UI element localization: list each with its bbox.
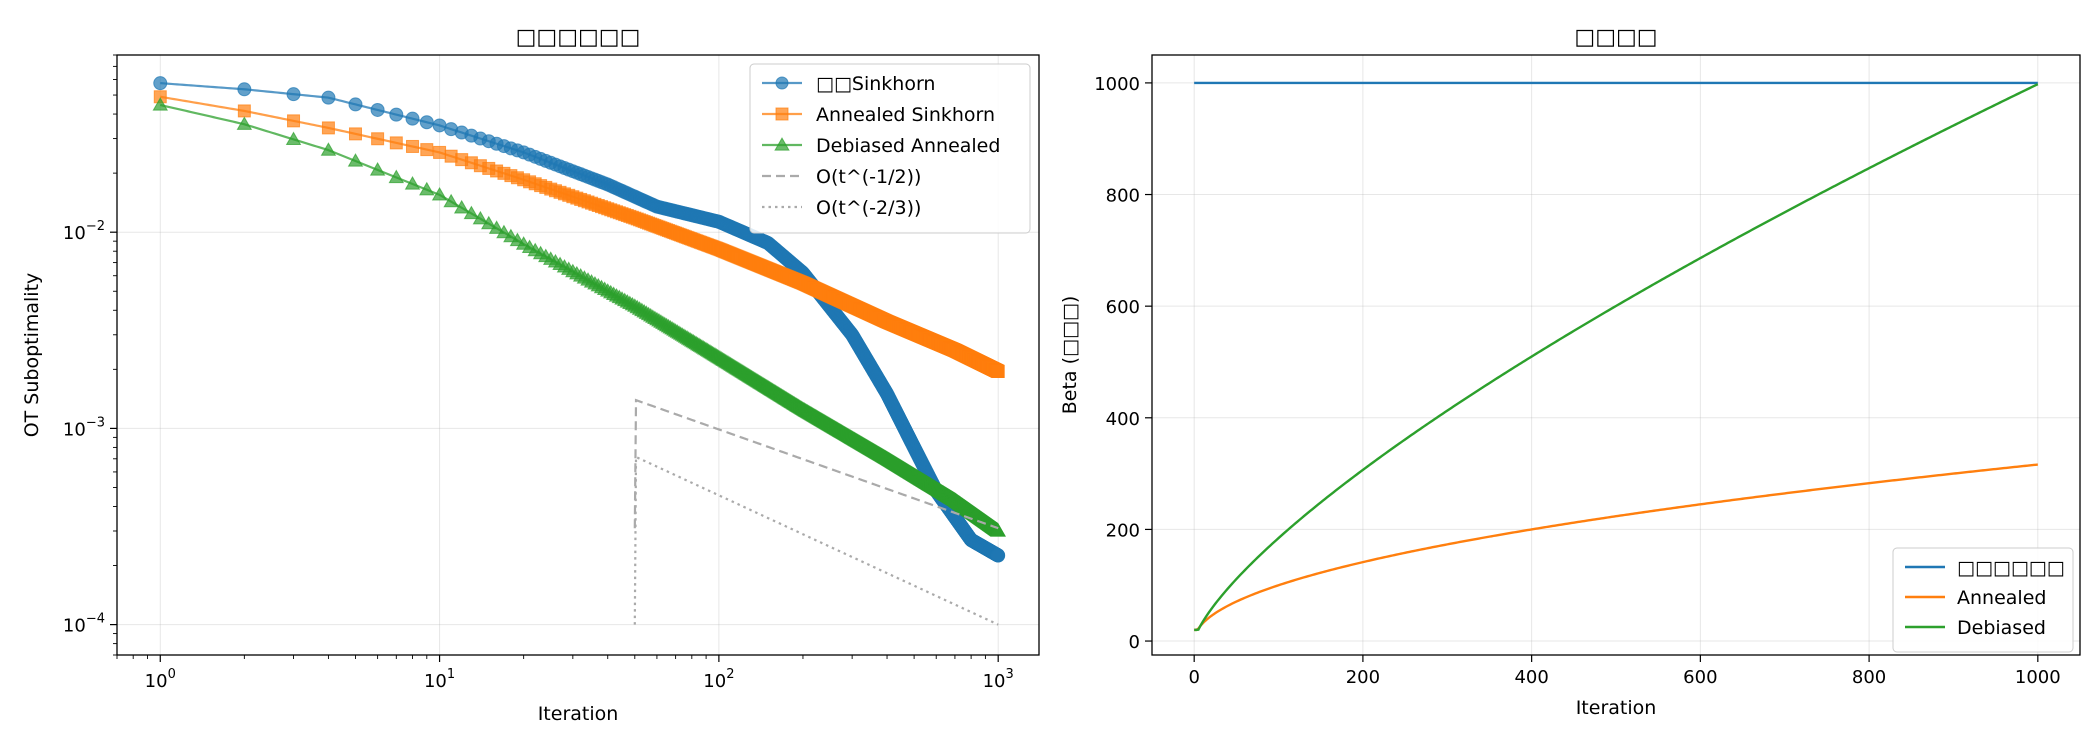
data-point	[153, 76, 168, 91]
data-point	[991, 548, 1006, 563]
legend-label: Debiased	[1957, 617, 2046, 639]
series-3	[633, 398, 999, 530]
data-point	[990, 523, 1006, 537]
left-series	[152, 76, 1006, 626]
y-tick-label: 200	[1106, 520, 1140, 541]
left-chart-title: □□□□□□	[516, 25, 641, 50]
x-tick-label: 200	[1346, 667, 1380, 688]
y-tick-label: 10−4	[63, 612, 105, 637]
y-tick-label: 10−3	[63, 415, 105, 440]
x-tick-label: 101	[424, 667, 455, 692]
x-tick-label: 1000	[2015, 667, 2061, 688]
right-plot-frame	[1151, 54, 2081, 656]
data-point	[431, 186, 448, 201]
legend-marker	[774, 137, 790, 151]
legend-label: □□Sinkhorn	[816, 73, 935, 95]
left-legend: □□Sinkhorn Annealed Sinkhorn Debiased Anne…	[749, 63, 1031, 234]
data-point	[286, 87, 301, 102]
data-point	[389, 107, 404, 122]
data-point	[472, 210, 489, 225]
data-point	[152, 97, 169, 111]
right-ticks: 0 200 400 600 800 1000 0 200 400 600 800 1000	[1094, 74, 2061, 688]
data-point	[320, 142, 337, 156]
legend-label: Annealed	[1957, 587, 2046, 609]
right-x-axis-label: Iteration	[1576, 697, 1657, 719]
y-tick-label: 600	[1106, 297, 1140, 318]
data-point	[404, 176, 421, 190]
data-point	[237, 104, 251, 118]
y-tick-label: 800	[1106, 186, 1140, 207]
legend-label: □□□□□□	[1957, 557, 2065, 579]
data-point	[419, 181, 435, 196]
data-point	[347, 153, 364, 167]
data-point	[321, 90, 336, 105]
series-line	[633, 398, 999, 530]
legend-label: Debiased Annealed	[816, 135, 1000, 157]
legend-label: O(t^(-1/2))	[816, 166, 921, 188]
data-point	[388, 169, 405, 184]
data-point	[419, 115, 434, 130]
x-tick-label: 0	[1188, 667, 1199, 688]
data-point	[433, 145, 447, 159]
data-point	[370, 102, 385, 117]
right-series	[1194, 81, 2039, 632]
data-point	[488, 220, 505, 234]
y-tick-label: 10−2	[63, 219, 105, 244]
convergence-chart: □□□□□□ 100 101 102 103 10−4 10−3 10−2 Iteratio…	[21, 25, 1040, 725]
legend-marker	[775, 76, 789, 90]
legend-box	[749, 63, 1031, 234]
beta-schedule-chart: □□□□ 0 200 400 600 800 100002004006008001000 …	[1059, 25, 2081, 719]
x-tick-label: 102	[703, 667, 734, 692]
y-tick-label: 400	[1106, 409, 1140, 430]
data-point	[287, 114, 301, 128]
data-point	[369, 162, 386, 176]
series-line-2	[1194, 83, 2039, 632]
data-point	[236, 116, 253, 130]
right-legend: □□□□□□ Annealed Debiased	[1892, 547, 2074, 653]
data-point	[406, 139, 420, 153]
y-tick-label: 1000	[1094, 74, 1140, 95]
left-x-axis-label: Iteration	[538, 703, 619, 725]
data-point	[420, 143, 434, 157]
left-plot-frame	[116, 54, 1040, 656]
right-y-axis-label: Beta (□□□)	[1059, 296, 1081, 415]
y-tick-label: 0	[1129, 632, 1140, 653]
x-tick-label: 103	[983, 667, 1014, 692]
legend-marker	[775, 107, 789, 121]
data-point	[348, 97, 363, 112]
data-point	[237, 82, 252, 97]
series-1	[153, 90, 1005, 378]
x-tick-label: 400	[1514, 667, 1548, 688]
left-y-axis-label: OT Suboptimality	[21, 273, 43, 438]
data-point	[463, 205, 480, 220]
data-point	[348, 127, 362, 141]
data-point	[285, 131, 302, 146]
series-2	[152, 97, 1006, 537]
legend-label: O(t^(-2/3))	[816, 197, 921, 219]
series-line-1	[1194, 463, 2038, 632]
data-point	[991, 364, 1005, 378]
data-point	[453, 199, 470, 214]
data-point	[389, 136, 403, 150]
x-tick-label: 800	[1852, 667, 1886, 688]
data-point	[321, 121, 335, 135]
right-chart-title: □□□□	[1574, 25, 1657, 50]
x-tick-label: 600	[1683, 667, 1717, 688]
legend-label: Annealed Sinkhorn	[816, 104, 995, 126]
left-ticks: 100 101 102 103 10−4 10−3 10−2	[63, 54, 1014, 692]
x-tick-label: 100	[145, 667, 176, 692]
data-point	[432, 118, 447, 133]
data-point	[371, 132, 385, 146]
data-point	[480, 215, 497, 230]
series-4	[633, 455, 999, 626]
data-point	[443, 193, 459, 208]
data-point	[405, 111, 420, 126]
data-point	[496, 224, 512, 239]
series-line	[633, 455, 999, 626]
